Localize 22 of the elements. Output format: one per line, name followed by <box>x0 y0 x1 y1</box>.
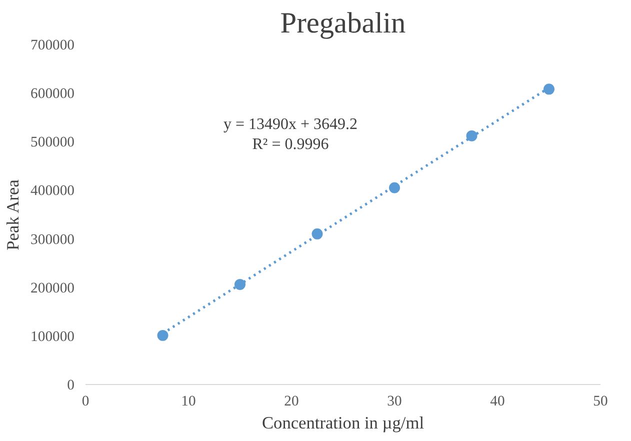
chart-title: Pregabalin <box>280 8 406 40</box>
x-tick-label: 0 <box>82 394 90 410</box>
annotation: y = 13490x + 3649.2 R² = 0.9996 <box>223 116 358 154</box>
y-tick-label: 400000 <box>30 183 74 200</box>
x-tick-label: 40 <box>490 394 505 410</box>
point <box>466 130 478 142</box>
y-tick-label: 100000 <box>30 328 74 345</box>
y-tick-label: 600000 <box>30 86 74 102</box>
y-axis-title: Peak Area <box>4 179 23 250</box>
y-tick-label: 200000 <box>30 280 74 296</box>
point <box>234 278 246 290</box>
x-tick-label: 10 <box>181 394 196 410</box>
x-axis-title: Concentration in µg/ml <box>262 414 424 432</box>
y-tick-label: 500000 <box>30 134 74 151</box>
y-tick-label: 700000 <box>30 38 74 54</box>
x-tick-label: 20 <box>284 394 299 410</box>
y-tick-label: 300000 <box>30 232 74 248</box>
x-tick-label: 30 <box>387 394 402 410</box>
x-tick-label: 50 <box>593 394 608 410</box>
y-tick-label: 0 <box>67 378 74 394</box>
point <box>157 330 168 341</box>
point <box>544 84 554 95</box>
